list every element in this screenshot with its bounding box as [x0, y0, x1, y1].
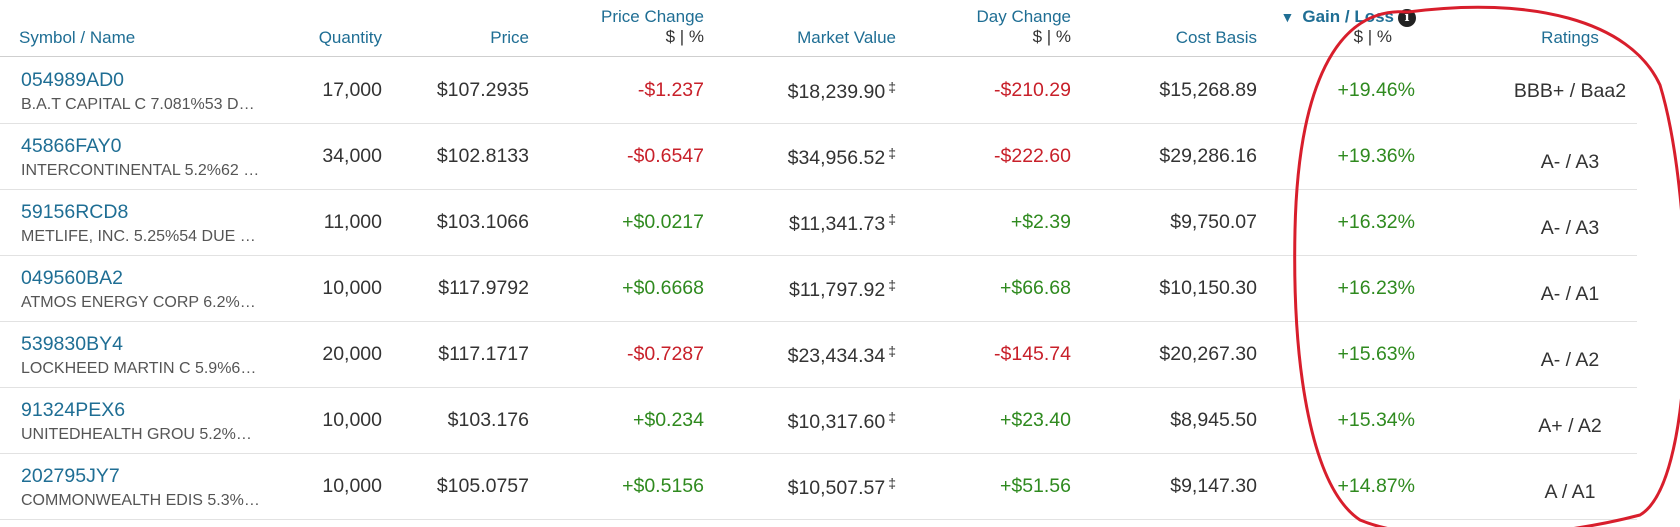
- market-value-cell: $11,797.92 ‡: [789, 277, 896, 301]
- table-row[interactable]: 91324PEX6 UNITEDHEALTH GROU 5.2%… 10,000…: [0, 387, 1637, 454]
- column-header-gain-loss[interactable]: ▼ Gain / Loss i $ | %: [1280, 7, 1416, 47]
- cost-basis-cell: $8,945.50: [1170, 409, 1257, 431]
- rating-cell: A- / A1: [1540, 283, 1600, 305]
- table-row[interactable]: 59156RCD8 METLIFE, INC. 5.25%54 DUE … 11…: [0, 189, 1637, 256]
- quantity-cell: 11,000: [323, 211, 382, 233]
- day-change-cell: -$210.29: [994, 79, 1071, 101]
- price-change-cell: +$0.0217: [622, 211, 704, 233]
- table-row[interactable]: 202795JY7 COMMONWEALTH EDIS 5.3%… 10,000…: [0, 453, 1637, 520]
- quantity-cell: 10,000: [322, 277, 382, 299]
- market-value-cell: $10,507.57 ‡: [787, 475, 896, 499]
- gain-loss-cell: +14.87%: [1337, 475, 1415, 497]
- day-change-cell: +$23.40: [999, 409, 1071, 431]
- cost-basis-cell: $10,150.30: [1159, 277, 1257, 299]
- table-row[interactable]: 539830BY4 LOCKHEED MARTIN C 5.9%6… 20,00…: [0, 321, 1637, 388]
- market-value-cell: $23,434.34 ‡: [787, 343, 896, 367]
- price-cell: $107.2935: [436, 79, 529, 101]
- column-header-price-change[interactable]: Price Change $ | %: [600, 7, 704, 46]
- rating-cell: A / A1: [1544, 481, 1596, 503]
- symbol-link[interactable]: 45866FAY0: [21, 135, 122, 157]
- rating-cell: BBB+ / Baa2: [1513, 80, 1627, 102]
- market-value-cell: $10,317.60 ‡: [787, 409, 896, 433]
- quantity-cell: 10,000: [322, 409, 382, 431]
- market-value-cell: $34,956.52 ‡: [787, 145, 896, 169]
- price-cell: $103.1066: [436, 211, 529, 233]
- day-change-cell: -$222.60: [994, 145, 1071, 167]
- triangle-down-icon: ▼: [1280, 9, 1295, 25]
- price-cell: $102.8133: [436, 145, 529, 167]
- security-name: B.A.T CAPITAL C 7.081%53 D…: [21, 96, 255, 113]
- dagger-footnote-icon: ‡: [888, 79, 896, 95]
- dagger-footnote-icon: ‡: [888, 277, 896, 293]
- symbol-link[interactable]: 049560BA2: [21, 267, 123, 289]
- security-name: LOCKHEED MARTIN C 5.9%6…: [21, 360, 257, 377]
- symbol-link[interactable]: 539830BY4: [21, 333, 123, 355]
- quantity-cell: 34,000: [322, 145, 382, 167]
- gain-loss-cell: +15.63%: [1337, 343, 1415, 365]
- market-value-cell: $18,239.90 ‡: [787, 79, 896, 103]
- day-change-cell: +$66.68: [999, 277, 1071, 299]
- column-header-price[interactable]: Price: [490, 28, 529, 47]
- price-cell: $103.176: [447, 409, 529, 431]
- symbol-link[interactable]: 59156RCD8: [21, 201, 129, 223]
- column-header-ratings[interactable]: Ratings: [1541, 28, 1599, 47]
- dagger-footnote-icon: ‡: [888, 475, 896, 491]
- rating-cell: A- / A3: [1540, 151, 1600, 173]
- gain-loss-cell: +19.46%: [1337, 79, 1415, 101]
- cost-basis-cell: $29,286.16: [1159, 145, 1257, 167]
- quantity-cell: 10,000: [322, 475, 382, 497]
- cost-basis-cell: $20,267.30: [1159, 343, 1257, 365]
- market-value-cell: $11,341.73 ‡: [789, 211, 896, 235]
- gain-loss-units: $ | %: [1353, 27, 1392, 46]
- day-change-cell: -$145.74: [994, 343, 1071, 365]
- rating-cell: A- / A2: [1540, 349, 1600, 371]
- price-change-cell: -$0.7287: [627, 343, 704, 365]
- dagger-footnote-icon: ‡: [888, 211, 896, 227]
- symbol-link[interactable]: 91324PEX6: [21, 399, 126, 421]
- info-icon[interactable]: i: [1398, 9, 1416, 27]
- price-change-cell: +$0.6668: [622, 277, 704, 299]
- quantity-cell: 20,000: [322, 343, 382, 365]
- day-change-cell: +$2.39: [1010, 211, 1071, 233]
- dagger-footnote-icon: ‡: [888, 343, 896, 359]
- table-row[interactable]: 45866FAY0 INTERCONTINENTAL 5.2%62 … 34,0…: [0, 123, 1637, 190]
- holdings-table-header: Symbol / Name Quantity Price Price Chang…: [0, 0, 1637, 57]
- gain-loss-cell: +16.32%: [1337, 211, 1415, 233]
- dagger-footnote-icon: ‡: [888, 409, 896, 425]
- column-header-quantity[interactable]: Quantity: [318, 28, 382, 47]
- day-change-cell: +$51.56: [999, 475, 1071, 497]
- price-cell: $117.1717: [438, 343, 529, 365]
- cost-basis-cell: $9,147.30: [1170, 475, 1257, 497]
- gain-loss-cell: +16.23%: [1337, 277, 1415, 299]
- column-header-day-change[interactable]: Day Change $ | %: [976, 7, 1071, 46]
- security-name: ATMOS ENERGY CORP 6.2%…: [21, 294, 256, 311]
- security-name: UNITEDHEALTH GROU 5.2%…: [21, 426, 252, 443]
- table-row[interactable]: 054989AD0 B.A.T CAPITAL C 7.081%53 D… 17…: [0, 57, 1637, 124]
- security-name: METLIFE, INC. 5.25%54 DUE …: [21, 228, 256, 245]
- price-cell: $105.0757: [436, 475, 529, 497]
- symbol-link[interactable]: 054989AD0: [21, 69, 125, 91]
- gain-loss-cell: +19.36%: [1337, 145, 1415, 167]
- gain-loss-cell: +15.34%: [1337, 409, 1415, 431]
- price-change-cell: -$0.6547: [627, 145, 704, 167]
- symbol-link[interactable]: 202795JY7: [21, 465, 120, 487]
- price-change-cell: +$0.5156: [622, 475, 704, 497]
- column-header-cost-basis[interactable]: Cost Basis: [1175, 28, 1257, 47]
- cost-basis-cell: $9,750.07: [1170, 211, 1257, 233]
- quantity-cell: 17,000: [322, 79, 382, 101]
- security-name: COMMONWEALTH EDIS 5.3%…: [21, 492, 260, 509]
- price-change-cell: +$0.234: [632, 409, 704, 431]
- rating-cell: A+ / A2: [1538, 415, 1602, 437]
- table-row[interactable]: 049560BA2 ATMOS ENERGY CORP 6.2%… 10,000…: [0, 255, 1637, 322]
- column-header-symbol-name[interactable]: Symbol / Name: [19, 28, 136, 47]
- cost-basis-cell: $15,268.89: [1159, 79, 1257, 101]
- column-header-market-value[interactable]: Market Value: [797, 28, 896, 47]
- dagger-footnote-icon: ‡: [888, 145, 896, 161]
- security-name: INTERCONTINENTAL 5.2%62 …: [21, 162, 260, 179]
- day-change-units: $ | %: [1032, 27, 1071, 46]
- price-cell: $117.9792: [438, 277, 529, 299]
- price-change-units: $ | %: [665, 27, 704, 46]
- price-change-cell: -$1.237: [637, 79, 704, 101]
- rating-cell: A- / A3: [1540, 217, 1600, 239]
